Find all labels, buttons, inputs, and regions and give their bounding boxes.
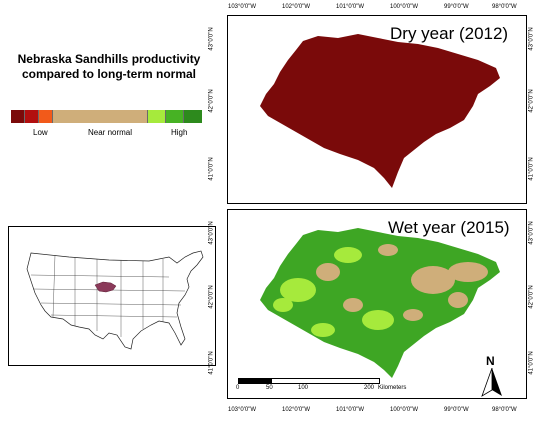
legend-swatch-3 — [39, 110, 53, 123]
legend-near-normal-label: Near normal — [88, 128, 133, 137]
legend-swatch-6 — [166, 110, 184, 123]
wet-lat-right-2: 42°0'0"N — [528, 285, 535, 309]
top-lon-tick-2: 102°0'0"W — [282, 4, 311, 10]
scale-label-50: 50 — [266, 385, 273, 391]
top-lon-tick-4: 100°0'0"W — [390, 4, 419, 10]
wet-lat-left-1: 43°0'0"N — [208, 221, 215, 245]
title-line-2: compared to long-term normal — [21, 67, 197, 81]
wet-lat-left-2: 42°0'0"N — [208, 285, 215, 309]
dry-lat-left-3: 41°0'0"N — [208, 157, 215, 181]
bottom-lon-tick-1: 103°0'0"W — [228, 407, 257, 413]
dry-year-map-panel: Dry year (2012) — [227, 15, 527, 204]
scale-unit-label: Kilometers — [378, 385, 407, 391]
legend-high-label: High — [171, 128, 188, 137]
sandhills-highlight — [94, 281, 117, 293]
wet-year-map-panel: Wet year (2015) 0 50 100 200 Kilometers … — [227, 209, 527, 399]
legend-low-label: Low — [33, 128, 48, 137]
dry-lat-right-1: 43°0'0"N — [528, 27, 535, 51]
top-lon-tick-3: 101°0'0"W — [336, 4, 365, 10]
dry-year-map-svg — [260, 34, 500, 188]
scale-bar-seg-1 — [239, 379, 272, 383]
bottom-lon-tick-5: 99°0'0"W — [444, 407, 469, 413]
legend-color-bar — [11, 110, 202, 123]
dry-lat-right-2: 42°0'0"N — [528, 89, 535, 113]
bottom-lon-tick-6: 98°0'0"W — [492, 407, 517, 413]
us-inset-map — [8, 226, 216, 366]
scale-label-200: 200 — [364, 385, 375, 391]
legend-swatch-1 — [11, 110, 25, 123]
north-arrow-label: N — [486, 354, 495, 368]
legend-swatch-7 — [184, 110, 202, 123]
bottom-lon-tick-2: 102°0'0"W — [282, 407, 311, 413]
top-lon-tick-6: 98°0'0"W — [492, 4, 517, 10]
wet-year-map-svg — [260, 228, 500, 378]
wet-lat-right-3: 41°0'0"N — [528, 351, 535, 375]
legend-swatch-5 — [148, 110, 166, 123]
dry-year-sandhills-region — [260, 34, 500, 188]
title-line-1: Nebraska Sandhills productivity — [17, 52, 201, 66]
north-arrow-icon — [481, 368, 502, 397]
scale-label-0: 0 — [236, 385, 240, 391]
dry-lat-left-2: 42°0'0"N — [208, 89, 215, 113]
dry-lat-left-1: 43°0'0"N — [208, 27, 215, 51]
bottom-lon-tick-4: 100°0'0"W — [390, 407, 419, 413]
legend-swatch-4 — [53, 110, 148, 123]
scale-bar — [238, 378, 380, 384]
scale-bar-seg-3 — [305, 379, 379, 383]
top-lon-tick-5: 99°0'0"W — [444, 4, 469, 10]
scale-label-100: 100 — [298, 385, 309, 391]
wet-year-light-green-areas — [273, 247, 394, 337]
legend-swatch-2 — [25, 110, 39, 123]
wet-year-tan-areas — [316, 244, 488, 321]
bottom-lon-tick-3: 101°0'0"W — [336, 407, 365, 413]
map-title: Nebraska Sandhills productivity compared… — [0, 52, 218, 82]
wet-year-label: Wet year (2015) — [388, 218, 510, 237]
top-lon-tick-1: 103°0'0"W — [228, 4, 257, 10]
dry-year-label: Dry year (2012) — [390, 24, 509, 43]
dry-lat-right-3: 41°0'0"N — [528, 157, 535, 181]
us-outline-svg — [26, 250, 204, 350]
wet-lat-right-1: 43°0'0"N — [528, 221, 535, 245]
wet-lat-left-3: 41°0'0"N — [208, 351, 215, 375]
